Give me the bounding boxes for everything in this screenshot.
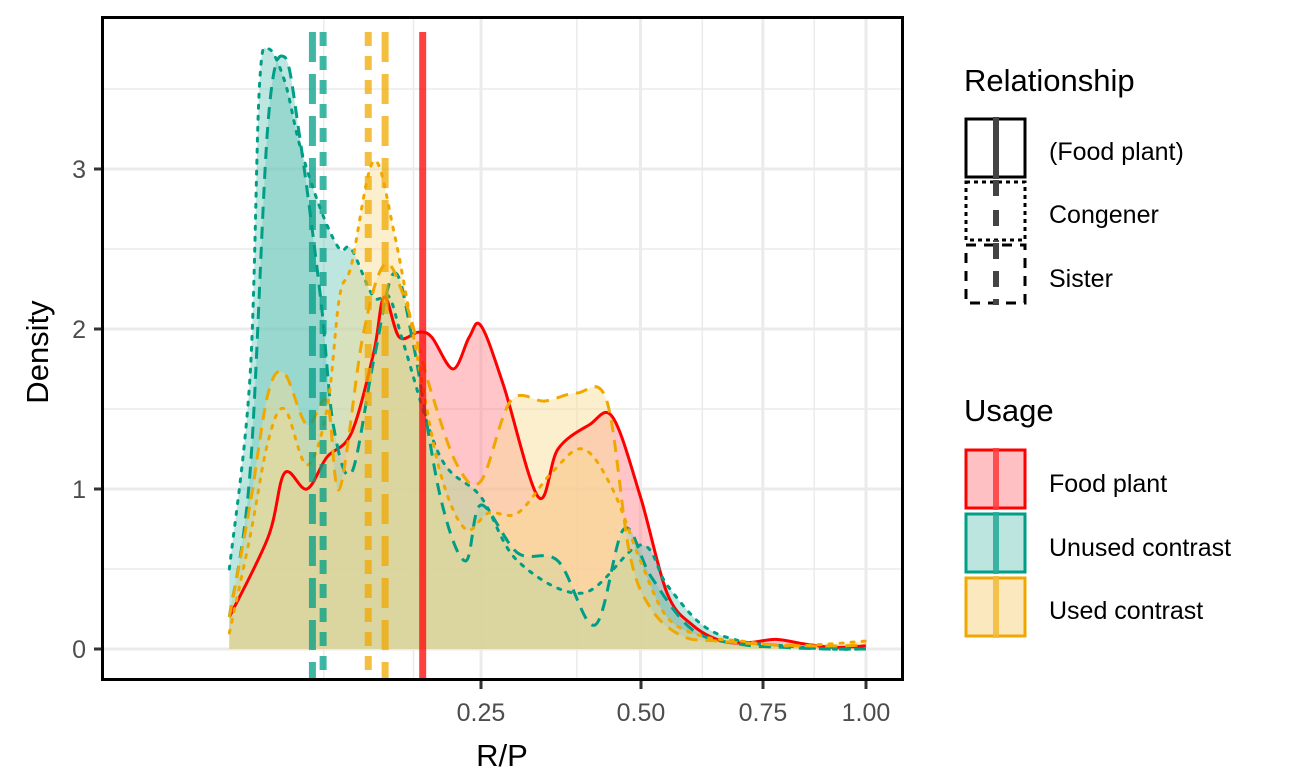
- x-axis: 0.25 0.50 0.75 1.00: [457, 681, 891, 727]
- density-area: [229, 160, 866, 649]
- legend-label-unused-contrast: Unused contrast: [1049, 534, 1231, 562]
- mean-lines: [308, 32, 427, 681]
- legend-label-congener: Congener: [1049, 201, 1159, 229]
- x-tick-label: 0.75: [739, 699, 788, 727]
- density-line: [227, 262, 867, 648]
- x-tick-label: 0.25: [457, 699, 506, 727]
- x-tick-label: 1.00: [842, 699, 891, 727]
- legend-label-sister: Sister: [1049, 265, 1113, 293]
- y-tick-label: 3: [72, 156, 86, 184]
- legend-title-relationship: Relationship: [964, 63, 1135, 98]
- legend-key-unused-contrast: [964, 512, 1027, 574]
- y-tick-label: 2: [72, 316, 86, 344]
- legend-key-food-plant: [964, 448, 1027, 510]
- legend-key-congener-dotted: [964, 180, 1027, 242]
- y-axis: 0 1 2 3: [72, 156, 101, 664]
- legend-usage: Usage Food plant Unused contrast Used co…: [964, 393, 1231, 638]
- legend-key-used-contrast: [964, 576, 1027, 638]
- x-axis-title: R/P: [476, 738, 528, 773]
- y-tick-label: 1: [72, 476, 86, 504]
- density-line: [227, 159, 868, 648]
- legend-relationship: Relationship (Food plant) Congener Siste…: [964, 63, 1184, 305]
- legend-label-food-plant-relationship: (Food plant): [1049, 138, 1184, 166]
- legend-key-sister-dashed: [964, 243, 1027, 305]
- legend-label-used-contrast: Used contrast: [1049, 597, 1203, 625]
- plot-panel: [101, 16, 904, 681]
- legend-label-food-plant: Food plant: [1049, 470, 1167, 498]
- plot-border: [101, 16, 904, 681]
- legend-title-usage: Usage: [964, 393, 1054, 428]
- y-tick-label: 0: [72, 636, 86, 664]
- y-axis-title: Density: [20, 300, 55, 404]
- density-line: [227, 46, 868, 651]
- x-tick-label: 0.50: [617, 699, 666, 727]
- legend-key-food-plant-solid: [964, 117, 1027, 179]
